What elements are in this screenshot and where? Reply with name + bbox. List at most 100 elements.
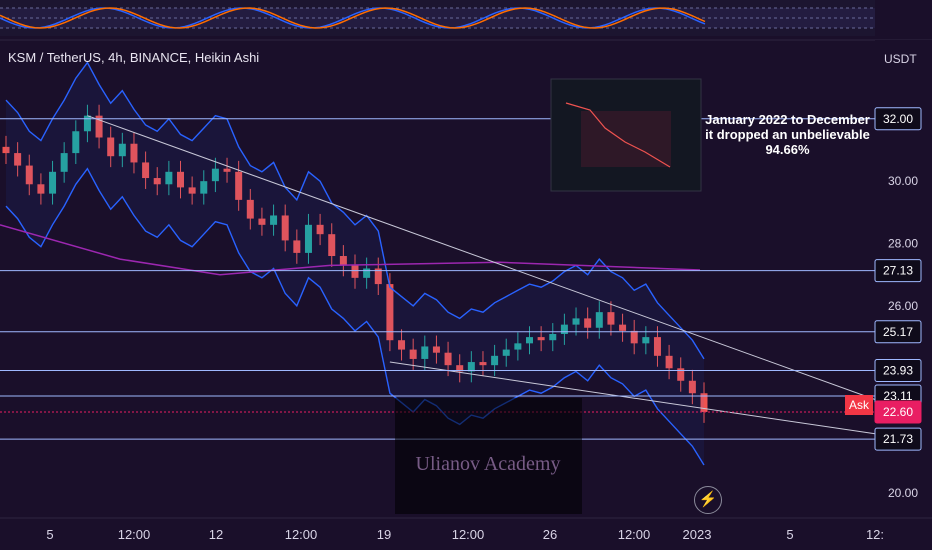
upper-trendline (87, 115, 876, 400)
y-tick-label: 20.00 (888, 486, 918, 500)
candle-body (258, 218, 266, 225)
candle-body (339, 256, 347, 266)
candle-body (107, 137, 115, 157)
level-label-box (874, 358, 922, 382)
candle-body (118, 143, 126, 157)
watermark-logo (395, 398, 582, 514)
candle-body (14, 153, 22, 166)
x-tick-label: 12:00 (118, 527, 151, 542)
candle-body (584, 318, 592, 328)
candle-body (572, 318, 580, 325)
candle-body (607, 312, 615, 325)
candle-body (491, 355, 499, 366)
inset-price-line (565, 102, 671, 168)
level-label: 25.17 (883, 325, 913, 339)
lower-trendline (389, 361, 876, 435)
candle-body (444, 352, 452, 366)
level-label-box (874, 320, 922, 344)
bollinger-fill (6, 62, 704, 465)
level-label-box (874, 107, 922, 131)
watermark-text: Ulianov Academy (416, 453, 561, 475)
level-label-box (874, 400, 922, 424)
candle-body (642, 337, 650, 344)
level-label-box (874, 259, 922, 283)
lightning-icon[interactable]: ⚡ (694, 486, 722, 514)
candle-body (130, 143, 138, 163)
candle-body (211, 168, 219, 182)
annotation-text: January 2022 to December it dropped an u… (705, 112, 870, 157)
x-tick-label: 12: (866, 527, 884, 542)
candle-body (595, 312, 603, 328)
candle-body (37, 184, 45, 194)
symbol-title: KSM / TetherUS, 4h, BINANCE, Heikin Ashi (8, 50, 260, 65)
candle-body (281, 215, 289, 241)
x-tick-label: 19 (377, 527, 391, 542)
candle-body (467, 362, 475, 372)
ask-label: Ask (845, 395, 873, 415)
candle-body (165, 171, 173, 185)
candle-body (409, 349, 417, 359)
y-tick-label: 26.00 (888, 299, 918, 313)
x-tick-label: 5 (46, 527, 53, 542)
y-tick-label: 30.00 (888, 174, 918, 188)
moving-average-line (0, 224, 701, 276)
candle-body (153, 178, 161, 185)
candle-body (560, 324, 568, 334)
level-label: 23.93 (883, 363, 913, 377)
candle-body (304, 224, 312, 253)
candle-body (246, 199, 254, 219)
x-tick-label: 12:00 (618, 527, 651, 542)
candle-body (653, 337, 661, 356)
candle-body (479, 362, 487, 366)
candle-body (351, 265, 359, 278)
candle-body (363, 268, 371, 278)
level-label: 32.00 (883, 112, 913, 126)
candle-body (421, 346, 429, 359)
candle-body (386, 284, 394, 341)
oscillator-d-line (0, 7, 706, 29)
candle-body (432, 346, 440, 353)
x-tick-label: 5 (786, 527, 793, 542)
candle-body (188, 187, 196, 194)
x-tick-label: 12 (209, 527, 223, 542)
candle-body (83, 115, 91, 132)
candle-body (502, 349, 510, 356)
candle-body (619, 324, 627, 331)
candle-body (549, 333, 557, 341)
candle-body (316, 224, 324, 235)
currency-unit: USDT (884, 52, 917, 66)
x-tick-label: 12:00 (285, 527, 318, 542)
candle-body (293, 240, 301, 253)
candle-body (398, 340, 406, 350)
candle-body (25, 165, 33, 185)
candle-body (270, 215, 278, 225)
candle-body (49, 171, 57, 194)
candle-body (95, 115, 103, 138)
level-label: 22.60 (883, 405, 913, 419)
x-tick-label: 2023 (683, 527, 712, 542)
bollinger-upper (5, 61, 705, 360)
candle-body (514, 343, 522, 350)
candle-body (700, 393, 708, 412)
candle-body (630, 330, 638, 344)
x-tick-label: 26 (543, 527, 557, 542)
candle-body (200, 181, 208, 194)
bollinger-lower (5, 167, 705, 466)
level-label-box (874, 427, 922, 451)
candle-body (60, 153, 68, 172)
candle-body (665, 355, 673, 369)
level-label: 21.73 (883, 432, 913, 446)
candle-body (374, 268, 382, 285)
candle-body (142, 162, 150, 179)
level-label: 27.13 (883, 264, 913, 278)
candle-body (526, 337, 533, 344)
candle-body (177, 171, 184, 188)
y-tick-label: 28.00 (888, 237, 918, 251)
candle-body (235, 171, 243, 200)
level-label: 23.11 (883, 389, 912, 403)
candle-body (2, 146, 10, 154)
candle-body (72, 131, 80, 154)
candle-body (328, 234, 336, 257)
